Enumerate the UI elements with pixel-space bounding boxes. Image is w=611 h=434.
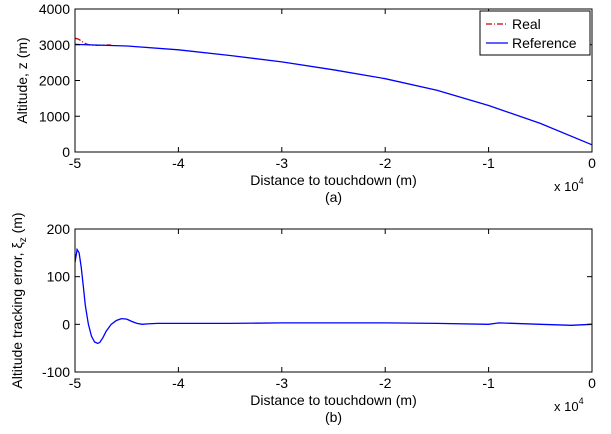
y-tick-label: 4000 [39, 1, 70, 17]
x-tick-label: -1 [482, 375, 495, 391]
y-tick-label: 0 [62, 144, 70, 160]
y-tick-label: -100 [42, 364, 70, 380]
panel-a-series-reference-line [75, 43, 592, 146]
y-tick-label: 100 [47, 269, 71, 285]
panel-b-x-multiplier-base: x 10 [554, 399, 579, 414]
panel-a-x-axis-label: Distance to touchdown (m) [250, 172, 417, 188]
panel-b-ticks: -5 -4 -3 -2 -1 0 -100 0 100 200 [42, 221, 596, 391]
x-tick-label: 0 [588, 155, 596, 171]
x-tick-label: -5 [69, 375, 82, 391]
panel-b-series-0-line [75, 247, 592, 345]
panel-b-y-axis-label-main: Altitude tracking error, ξ [9, 242, 25, 388]
y-tick-label: 2000 [39, 73, 70, 89]
panel-a-x-multiplier: x 104 [554, 176, 584, 194]
y-tick-label: 1000 [39, 108, 70, 124]
panel-b-tracking-error: -5 -4 -3 -2 -1 0 -100 0 100 200 Distance to touch… [9, 212, 596, 425]
panel-a-altitude: -5 -4 -3 -2 -1 0 0 1000 2000 3000 4000 Distance to… [14, 1, 596, 205]
panel-b-y-axis-label-subscript: z [18, 237, 29, 242]
panel-b-caption: (b) [325, 409, 342, 425]
x-tick-label: -3 [276, 155, 289, 171]
panel-a-y-axis-label: Altitude, z (m) [14, 37, 30, 123]
x-tick-label: -1 [482, 155, 495, 171]
panel-b-y-axis-label-unit: (m) [9, 212, 25, 237]
panel-b-x-axis-label: Distance to touchdown (m) [250, 392, 417, 408]
panel-a-x-multiplier-exponent: 4 [579, 176, 584, 186]
panel-b-x-multiplier-exponent: 4 [579, 396, 584, 406]
panel-b-y-axis-label: Altitude tracking error, ξz (m) [9, 212, 29, 388]
panel-a-legend: Real Reference [479, 10, 591, 56]
legend-box [479, 10, 591, 56]
panel-a-caption: (a) [325, 189, 342, 205]
legend-label-real: Real [512, 16, 541, 32]
panel-a-x-multiplier-base: x 10 [554, 179, 579, 194]
panel-b-x-multiplier: x 104 [554, 396, 584, 414]
x-tick-label: -4 [172, 155, 185, 171]
x-tick-label: -5 [69, 155, 82, 171]
panel-b-series-layer [75, 247, 592, 345]
panel-a-series-layer [75, 37, 592, 146]
panel-b-plot-frame [74, 228, 593, 373]
x-tick-label: -2 [379, 155, 392, 171]
legend-label-reference: Reference [512, 35, 577, 51]
x-tick-label: -4 [172, 375, 185, 391]
x-tick-label: -2 [379, 375, 392, 391]
x-tick-label: 0 [588, 375, 596, 391]
x-tick-label: -3 [276, 375, 289, 391]
y-tick-label: 3000 [39, 37, 70, 53]
y-tick-label: 200 [47, 221, 71, 237]
panel-a-ticks: -5 -4 -3 -2 -1 0 0 1000 2000 3000 4000 [39, 1, 596, 171]
y-tick-label: 0 [62, 316, 70, 332]
